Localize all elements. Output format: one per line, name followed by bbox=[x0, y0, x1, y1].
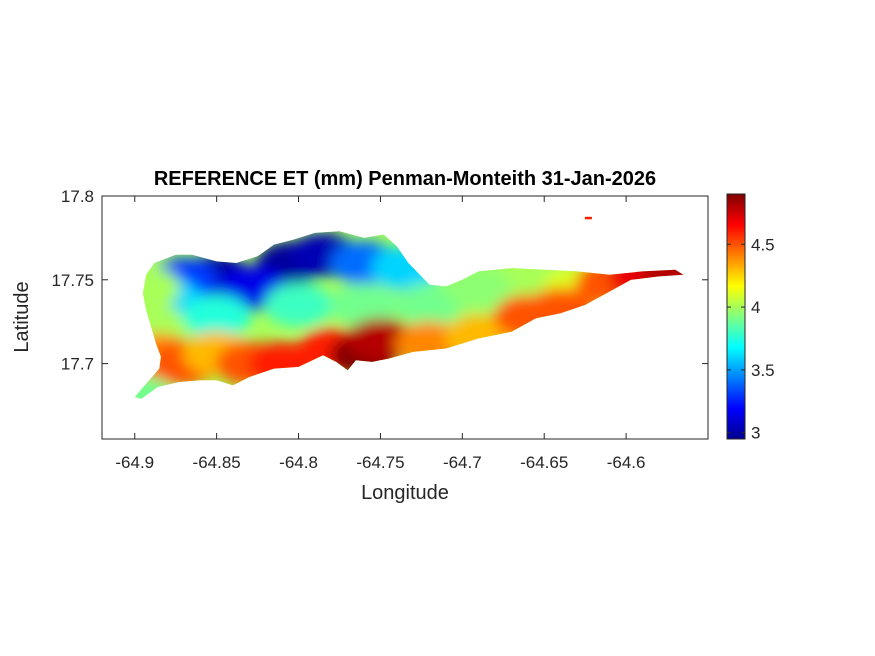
colorbar-tick-label: 4 bbox=[751, 298, 760, 317]
et-value-point bbox=[641, 249, 684, 294]
plot-frame bbox=[101, 195, 709, 440]
x-tick-label: -64.8 bbox=[279, 453, 318, 472]
et-value-point bbox=[182, 294, 251, 339]
chart-title: REFERENCE ET (mm) Penman-Monteith 31-Jan… bbox=[154, 168, 656, 190]
x-tick-label: -64.75 bbox=[356, 453, 404, 472]
x-tick-label: -64.7 bbox=[443, 453, 482, 472]
x-axis-label: Longitude bbox=[361, 482, 449, 504]
x-tick-label: -64.9 bbox=[115, 453, 154, 472]
x-tick-label: -64.65 bbox=[520, 453, 568, 472]
colorbar-gradient bbox=[726, 193, 746, 440]
et-value-point bbox=[371, 246, 439, 291]
et-value-point bbox=[575, 261, 644, 306]
y-axis-label: Latitude bbox=[11, 281, 33, 352]
x-tick-label: -64.85 bbox=[193, 453, 241, 472]
et-surface bbox=[134, 216, 684, 399]
x-axis-ticks: -64.9 -64.85 -64.8 -64.75 -64.7 -64.65 -64.6 bbox=[115, 196, 645, 472]
et-value-point bbox=[134, 266, 181, 311]
colorbar-tick-label: 3.5 bbox=[751, 361, 775, 380]
islet-shape bbox=[584, 216, 592, 220]
islet bbox=[584, 216, 592, 220]
y-tick-label: 17.7 bbox=[61, 355, 94, 374]
colorbar-tick-label: 4.5 bbox=[751, 235, 775, 254]
x-tick-label: -64.6 bbox=[607, 453, 646, 472]
colorbar: 3 3.5 4 4.5 bbox=[726, 193, 775, 443]
colorbar-ticks: 3 3.5 4 4.5 bbox=[727, 235, 775, 443]
et-value-point bbox=[134, 371, 172, 399]
et-value-point bbox=[330, 282, 399, 327]
colorbar-tick-label: 3 bbox=[751, 424, 760, 443]
et-value-point bbox=[264, 282, 333, 327]
y-tick-label: 17.8 bbox=[61, 187, 94, 206]
et-value-point bbox=[346, 318, 415, 363]
y-axis-ticks: 17.7 17.75 17.8 bbox=[51, 187, 708, 374]
y-tick-label: 17.75 bbox=[51, 271, 94, 290]
